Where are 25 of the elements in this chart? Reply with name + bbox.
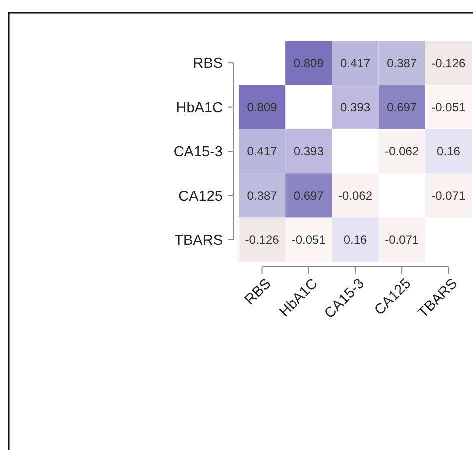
data-label: 0.809 [247, 100, 278, 114]
data-label: -0.062 [338, 188, 373, 203]
data-label: 0.16 [344, 233, 368, 248]
data-label: -0.062 [385, 144, 420, 159]
data-label: 0.809 [294, 56, 324, 70]
data-label: 0.387 [387, 56, 418, 70]
data-label: -0.126 [432, 56, 466, 70]
data-label: -0.071 [432, 188, 466, 203]
data-label: 0.697 [294, 188, 324, 203]
data-label: 0.417 [340, 56, 371, 70]
data-label: 0.16 [437, 144, 461, 159]
data-label: -0.071 [385, 233, 420, 248]
data-label: 0.393 [340, 100, 371, 114]
data-label: -0.051 [292, 233, 326, 248]
y-tick-label: TBARS [174, 232, 223, 249]
data-label: 0.387 [247, 188, 278, 203]
y-tick-label: RBS [193, 56, 223, 72]
data-label: 0.393 [294, 144, 324, 159]
data-label: -0.051 [432, 100, 466, 114]
data-label: 0.697 [387, 100, 418, 114]
y-tick-label: HbA1C [176, 100, 223, 116]
data-label: 0.417 [247, 144, 278, 159]
y-tick-label: CA125 [178, 188, 223, 205]
data-label: -0.126 [245, 233, 280, 248]
y-tick-label: CA15-3 [174, 144, 223, 161]
